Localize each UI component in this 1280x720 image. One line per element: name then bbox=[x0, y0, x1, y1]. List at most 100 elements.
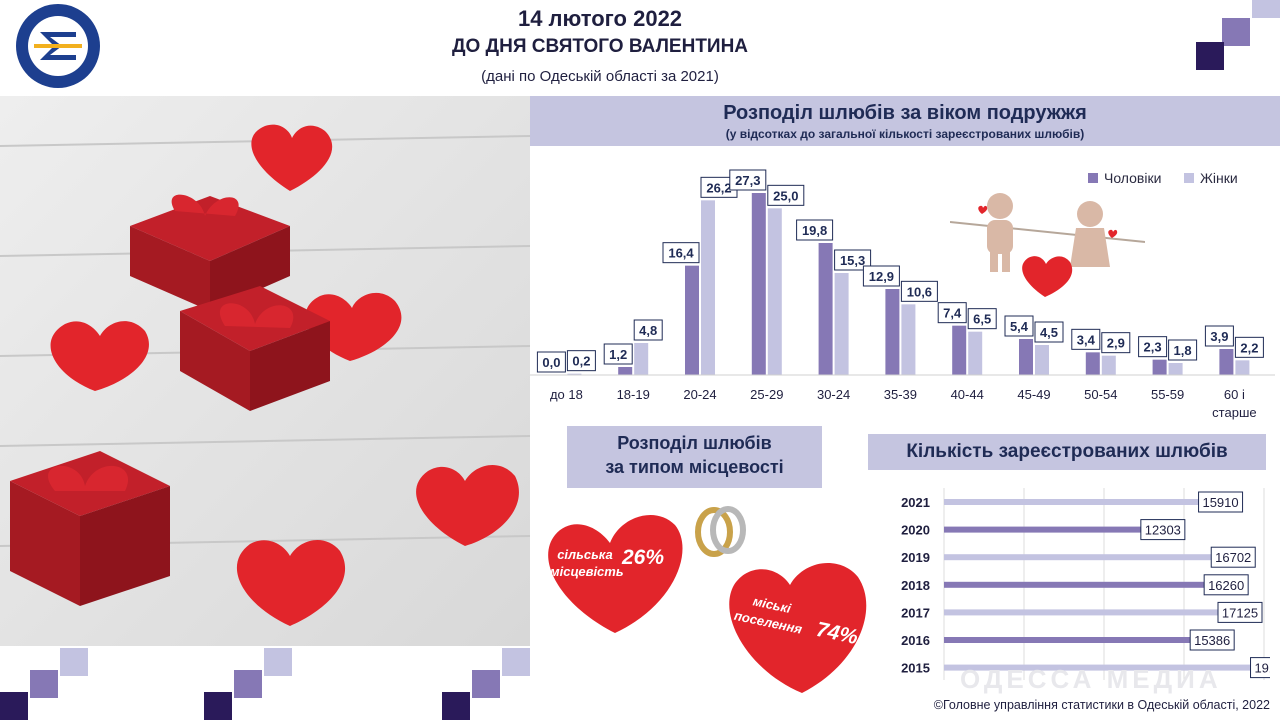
count-bar bbox=[944, 526, 1141, 533]
age-bar-chart: 0,0 0,2 до 18 1,2 4,8 18-19 16,4 26,2 20-24 27,3 2… bbox=[530, 169, 1275, 420]
data-label-box bbox=[1071, 328, 1101, 350]
data-label-box bbox=[1250, 657, 1270, 679]
bar-men bbox=[885, 289, 900, 375]
deco-square bbox=[442, 692, 470, 720]
rural-heart bbox=[548, 514, 683, 633]
data-label: 19,8 bbox=[802, 223, 827, 238]
data-label-box bbox=[900, 280, 938, 302]
data-label: 16260 bbox=[1208, 578, 1244, 593]
data-label: 15386 bbox=[1194, 633, 1230, 648]
watermark: ОДЕССА МЕДИА bbox=[960, 664, 1222, 694]
y-tick-label: 2017 bbox=[901, 605, 930, 620]
y-tick-label: 2021 bbox=[901, 495, 930, 510]
x-tick-label: 25-29 bbox=[750, 387, 783, 402]
data-label: 2,3 bbox=[1144, 340, 1162, 355]
bar-women bbox=[567, 373, 582, 375]
rings-icon bbox=[695, 506, 746, 557]
data-label-box bbox=[1168, 339, 1198, 361]
data-label-box bbox=[1198, 491, 1244, 513]
y-tick-label: 2018 bbox=[901, 578, 930, 593]
data-label: 2,9 bbox=[1107, 336, 1125, 351]
data-label: 10,6 bbox=[907, 284, 932, 299]
data-label: 16,4 bbox=[668, 246, 694, 261]
data-label: 1,2 bbox=[609, 347, 627, 362]
data-label-box bbox=[1004, 315, 1034, 337]
bar-women bbox=[1035, 345, 1049, 375]
deco-square bbox=[1222, 18, 1250, 46]
bar-women bbox=[834, 273, 849, 375]
data-label: 0,2 bbox=[572, 354, 590, 369]
age-chart-banner: Розподіл шлюбів за віком подружжя (у від… bbox=[530, 96, 1280, 146]
x-tick-label: 45-49 bbox=[1017, 387, 1050, 402]
data-label: 16702 bbox=[1215, 550, 1251, 565]
x-tick-label: 55-59 bbox=[1151, 387, 1184, 402]
legend-women-label: Жінки bbox=[1200, 170, 1238, 186]
x-tick-label: 30-24 bbox=[817, 387, 850, 402]
count-bar bbox=[944, 609, 1218, 616]
deco-square bbox=[234, 670, 262, 698]
bar-men bbox=[1219, 349, 1234, 375]
bar-women bbox=[901, 304, 916, 375]
data-label: 19158 bbox=[1254, 661, 1270, 676]
valentine-photo bbox=[0, 96, 530, 646]
x-tick-label: 40-44 bbox=[951, 387, 984, 402]
data-label-box bbox=[1189, 629, 1235, 651]
bar-men bbox=[751, 193, 766, 375]
bar-men bbox=[1152, 359, 1167, 375]
data-label: 15910 bbox=[1202, 495, 1238, 510]
legend-men-swatch bbox=[1088, 173, 1098, 183]
legend-men-label: Чоловіки bbox=[1104, 170, 1162, 186]
x-tick-label: 50-54 bbox=[1084, 387, 1117, 402]
data-label: 12303 bbox=[1145, 523, 1181, 538]
data-label: 6,5 bbox=[973, 312, 991, 327]
bar-women bbox=[634, 343, 649, 375]
x-tick-label: 20-24 bbox=[683, 387, 716, 402]
page-subtitle: (дані по Одеській області за 2021) bbox=[481, 68, 719, 85]
data-label: 3,9 bbox=[1210, 329, 1228, 344]
rural-label-line2: місцевість bbox=[550, 564, 624, 579]
deco-square bbox=[1252, 0, 1280, 18]
data-label-box bbox=[834, 249, 872, 271]
data-label-box bbox=[1234, 336, 1264, 358]
age-chart-subtitle: (у відсотках до загальної кількості заре… bbox=[725, 127, 1085, 141]
legend-women-swatch bbox=[1184, 173, 1194, 183]
bar-men bbox=[1085, 352, 1100, 375]
bar-women bbox=[701, 200, 715, 375]
data-label: 25,0 bbox=[773, 188, 798, 203]
locality-title-line1: Розподіл шлюбів bbox=[617, 433, 772, 453]
x-tick-label: до 18 bbox=[550, 387, 583, 402]
data-label-box bbox=[1034, 321, 1064, 343]
x-tick-label: 18-19 bbox=[617, 387, 650, 402]
x-tick-label: 60 і bbox=[1224, 387, 1245, 402]
locality-banner: Розподіл шлюбів за типом місцевості bbox=[567, 426, 822, 488]
deco-square bbox=[1196, 42, 1224, 70]
locality-title-line2: за типом місцевості bbox=[605, 457, 784, 477]
count-chart-title: Кількість зареєстрованих шлюбів bbox=[906, 441, 1228, 462]
count-bar bbox=[944, 664, 1251, 671]
valentine-photo-illustration bbox=[0, 96, 530, 646]
deco-square bbox=[264, 648, 292, 676]
x-tick-label: 35-39 bbox=[884, 387, 917, 402]
data-label: 3,4 bbox=[1077, 332, 1096, 347]
legend-women: Жінки bbox=[1184, 170, 1238, 186]
deco-square bbox=[60, 648, 88, 676]
bar-women bbox=[1101, 355, 1116, 375]
data-label-box bbox=[1203, 574, 1249, 596]
y-tick-label: 2020 bbox=[901, 523, 930, 538]
data-label-box bbox=[1101, 332, 1131, 354]
bar-men bbox=[818, 243, 833, 375]
source-footer: ©Головне управління статистики в Одеські… bbox=[933, 698, 1270, 712]
bar-women bbox=[1235, 360, 1250, 375]
data-label: 27,3 bbox=[735, 173, 760, 188]
data-label: 12,9 bbox=[869, 269, 894, 284]
count-bar bbox=[944, 554, 1212, 561]
data-label-box bbox=[1138, 336, 1168, 358]
data-label: 4,5 bbox=[1040, 325, 1058, 340]
data-label-box bbox=[937, 302, 967, 324]
data-label-box bbox=[862, 265, 900, 287]
deco-square bbox=[204, 692, 232, 720]
bar-men bbox=[618, 367, 633, 375]
count-bar-chart: 2021 15910 2020 12303 2019 16702 2018 16260 2017… bbox=[901, 488, 1270, 680]
count-bar bbox=[944, 499, 1199, 505]
bar-women bbox=[1168, 363, 1183, 375]
